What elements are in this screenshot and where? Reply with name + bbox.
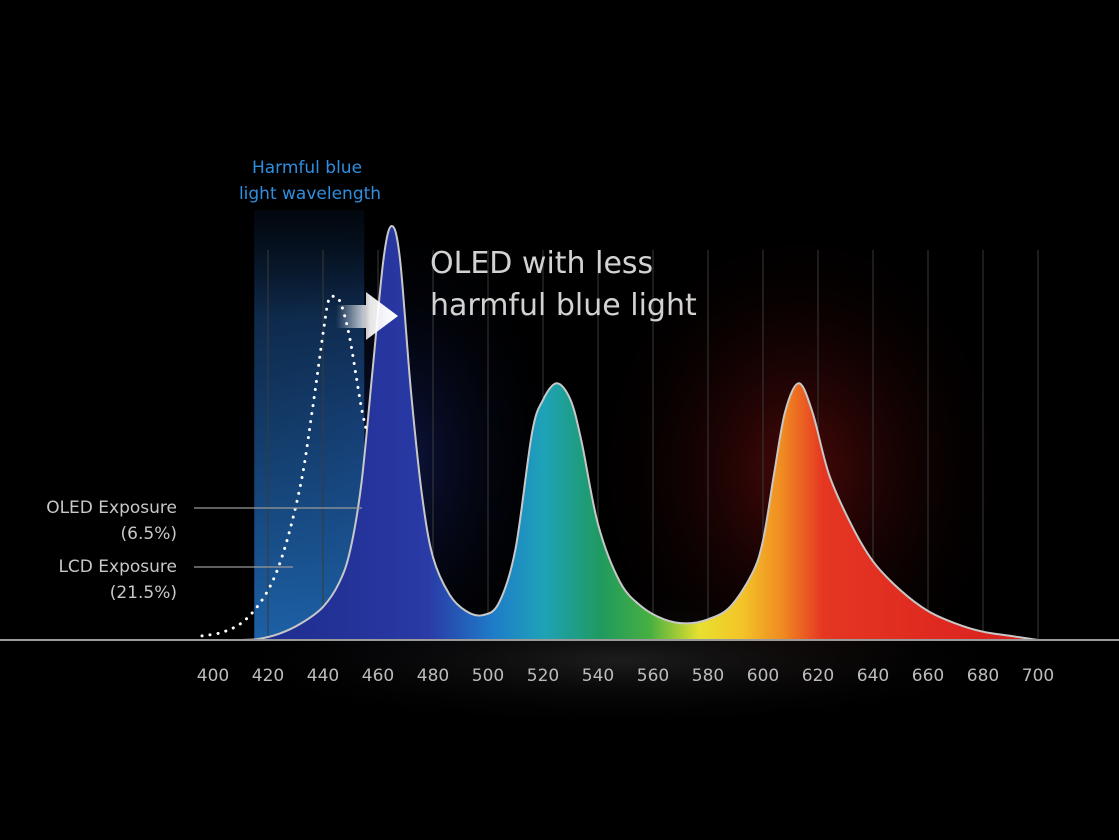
x-tick-label-440: 440	[307, 666, 339, 686]
oled-spectrum-area	[213, 226, 1038, 641]
headline-line1: OLED with less	[430, 246, 653, 281]
harmful-label-line1: Harmful blue	[252, 158, 362, 178]
x-tick-label-640: 640	[857, 666, 889, 686]
x-tick-label-400: 400	[197, 666, 229, 686]
x-tick-label-560: 560	[637, 666, 669, 686]
x-tick-label-420: 420	[252, 666, 284, 686]
x-tick-label-620: 620	[802, 666, 834, 686]
x-tick-label-520: 520	[527, 666, 559, 686]
x-tick-label-580: 580	[692, 666, 724, 686]
harmful-label-line2: light wavelength	[239, 184, 381, 204]
x-tick-label-700: 700	[1022, 666, 1054, 686]
x-tick-label-480: 480	[417, 666, 449, 686]
shift-arrow-icon	[336, 292, 398, 340]
oled-exposure-label: OLED Exposure	[46, 498, 177, 518]
x-tick-label-500: 500	[472, 666, 504, 686]
oled-exposure-value: (6.5%)	[121, 524, 177, 544]
lcd-exposure-label: LCD Exposure	[58, 557, 177, 577]
x-tick-label-460: 460	[362, 666, 394, 686]
headline-line2: harmful blue light	[430, 288, 697, 323]
lcd-spectrum-dotted	[200, 294, 369, 638]
x-tick-label-660: 660	[912, 666, 944, 686]
x-tick-label-540: 540	[582, 666, 614, 686]
lcd-exposure-value: (21.5%)	[110, 583, 177, 603]
oled-spectrum-outline	[212, 224, 1039, 642]
x-axis-ticks: 400 420 440 460 480 500 520 540 560 580 600 620 640 6…	[197, 666, 1054, 686]
x-tick-label-600: 600	[747, 666, 779, 686]
x-tick-label-680: 680	[967, 666, 999, 686]
